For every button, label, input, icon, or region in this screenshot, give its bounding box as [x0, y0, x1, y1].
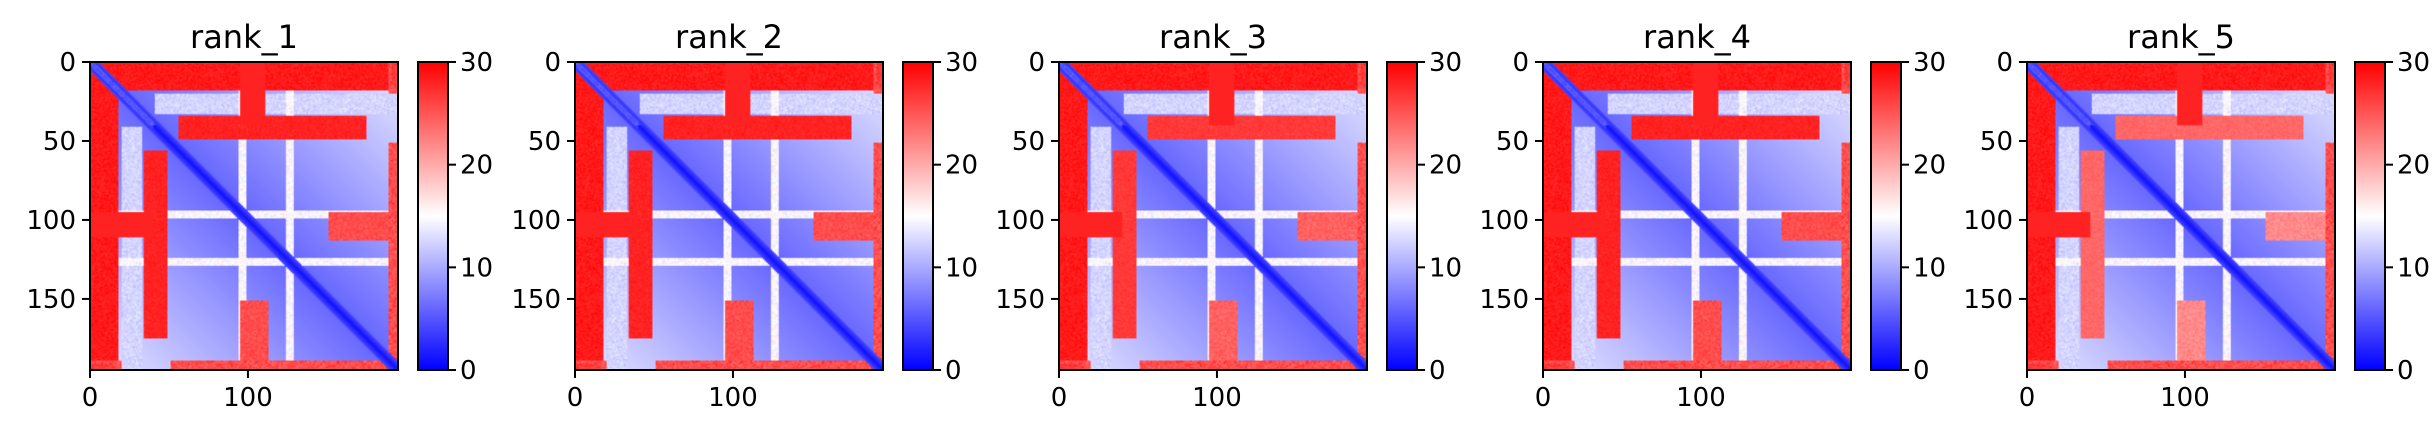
heatmap-image — [90, 62, 398, 370]
y-tick-label: 0 — [1996, 48, 2013, 78]
heatmap-image — [1543, 62, 1851, 370]
y-tick-label: 100 — [1963, 206, 2013, 236]
heatmap-frame — [89, 61, 399, 371]
colorbar-tick-label: 30 — [460, 48, 493, 78]
colorbar-tick-label: 10 — [945, 253, 978, 283]
panel-title: rank_4 — [1643, 18, 1751, 56]
colorbar — [902, 61, 934, 371]
colorbar-tick-label: 20 — [460, 151, 493, 181]
panel-rank_1: rank_1 0 50 100 150 0 100 0 10 20 30 — [26, 18, 493, 413]
colorbar-tick-label: 0 — [1429, 356, 1446, 386]
panel-rank_3: rank_3 0 50 100 150 0 100 0 10 20 30 — [995, 18, 1462, 413]
y-tick-label: 50 — [43, 127, 76, 157]
y-tick-label: 0 — [1028, 48, 1045, 78]
y-tick-label: 0 — [59, 48, 76, 78]
x-tick-label: 100 — [223, 383, 273, 413]
y-tick-label: 50 — [1980, 127, 2013, 157]
x-tick-label: 100 — [2160, 383, 2210, 413]
colorbar-tick-label: 10 — [460, 253, 493, 283]
heatmap-frame — [1542, 61, 1852, 371]
colorbar-tick-label: 10 — [1429, 253, 1462, 283]
x-tick-label: 0 — [2019, 383, 2036, 413]
heatmap-frame — [1058, 61, 1368, 371]
y-tick-label: 100 — [1479, 206, 1529, 236]
x-tick-label: 0 — [82, 383, 99, 413]
y-tick-label: 0 — [544, 48, 561, 78]
y-tick-label: 50 — [1012, 127, 1045, 157]
colorbar-tick-label: 30 — [1429, 48, 1462, 78]
panel-rank_5: rank_5 0 50 100 150 0 100 0 10 20 30 — [1963, 18, 2430, 413]
heatmap-image — [575, 62, 883, 370]
y-tick-label: 100 — [995, 206, 1045, 236]
y-tick-label: 150 — [1963, 285, 2013, 315]
x-tick-label: 100 — [1676, 383, 1726, 413]
colorbar-tick-label: 0 — [1913, 356, 1930, 386]
colorbar-tick-label: 20 — [1429, 151, 1462, 181]
colorbar-tick-label: 30 — [945, 48, 978, 78]
colorbar-tick-label: 20 — [2397, 151, 2430, 181]
heatmap-frame — [574, 61, 884, 371]
y-tick-label: 0 — [1512, 48, 1529, 78]
x-tick-label: 0 — [1535, 383, 1552, 413]
colorbar — [1870, 61, 1902, 371]
colorbar — [1386, 61, 1418, 371]
colorbar-tick-label: 30 — [1913, 48, 1946, 78]
panel-title: rank_3 — [1159, 18, 1267, 56]
colorbar — [417, 61, 449, 371]
panel-title: rank_1 — [190, 18, 298, 56]
x-tick-label: 0 — [567, 383, 584, 413]
y-tick-label: 150 — [26, 285, 76, 315]
y-tick-label: 150 — [1479, 285, 1529, 315]
colorbar-tick-label: 30 — [2397, 48, 2430, 78]
colorbar-tick-label: 10 — [1913, 253, 1946, 283]
x-tick-label: 0 — [1051, 383, 1068, 413]
colorbar — [2354, 61, 2386, 371]
colorbar-tick-label: 0 — [460, 356, 477, 386]
heatmap-frame — [2026, 61, 2336, 371]
colorbar-tick-label: 20 — [1913, 151, 1946, 181]
y-tick-label: 50 — [528, 127, 561, 157]
heatmap-image — [1059, 62, 1367, 370]
y-tick-label: 100 — [511, 206, 561, 236]
x-tick-label: 100 — [1192, 383, 1242, 413]
y-tick-label: 150 — [995, 285, 1045, 315]
colorbar-tick-label: 0 — [945, 356, 962, 386]
panel-rank_4: rank_4 0 50 100 150 0 100 0 10 20 30 — [1479, 18, 1946, 413]
y-tick-label: 150 — [511, 285, 561, 315]
heatmap-image — [2027, 62, 2335, 370]
x-tick-label: 100 — [708, 383, 758, 413]
colorbar-tick-label: 10 — [2397, 253, 2430, 283]
panel-title: rank_2 — [675, 18, 783, 56]
colorbar-tick-label: 20 — [945, 151, 978, 181]
y-tick-label: 100 — [26, 206, 76, 236]
panel-rank_2: rank_2 0 50 100 150 0 100 0 10 20 30 — [511, 18, 978, 413]
y-tick-label: 50 — [1496, 127, 1529, 157]
colorbar-tick-label: 0 — [2397, 356, 2414, 386]
panel-title: rank_5 — [2127, 18, 2235, 56]
